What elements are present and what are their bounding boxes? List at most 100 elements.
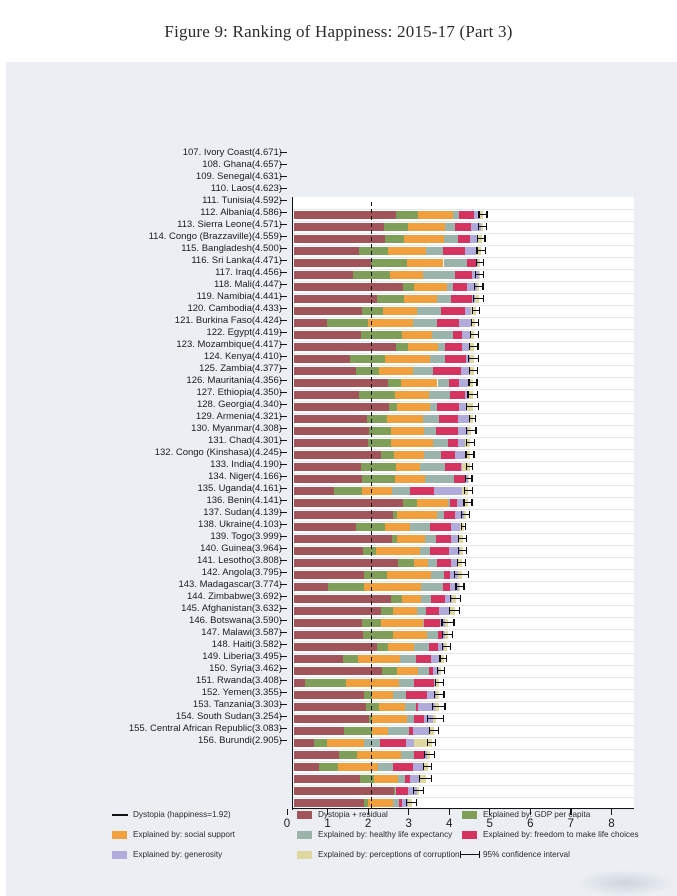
row-separator-line: [293, 700, 634, 702]
ci-error-bar-cap: [475, 415, 477, 422]
country-label: 110. Laos(4.623): [210, 183, 282, 194]
bar-segment-freedom: [395, 786, 409, 795]
y-axis-tick: [280, 716, 287, 718]
row-separator-line: [293, 664, 634, 666]
bar-segment-social: [400, 378, 438, 387]
y-axis-tick: [280, 704, 287, 706]
bar-segment-social: [397, 534, 425, 543]
row-separator-line: [293, 412, 634, 414]
country-label: 135. Uganda(4.161): [197, 483, 282, 494]
y-axis-tick: [280, 488, 287, 490]
row-separator-line: [293, 796, 634, 798]
error-bar-swatch: [460, 850, 481, 860]
ci-error-bar-cap: [465, 547, 467, 554]
watermark: [575, 870, 675, 896]
row-separator-line: [293, 352, 634, 354]
ci-error-bar: [426, 717, 443, 720]
bar-segment-social: [388, 246, 426, 255]
bar-segment-gdp: [344, 726, 373, 735]
ci-error-bar: [463, 489, 472, 492]
bar-segment-health: [400, 750, 415, 759]
ci-error-bar: [463, 501, 472, 504]
bar-segment-residual: [293, 486, 335, 495]
ci-error-bar: [441, 645, 451, 648]
ci-error-bar: [466, 405, 479, 408]
legend-label: Explained by: perceptions of corruption: [318, 850, 460, 859]
row-separator-line: [293, 304, 634, 306]
country-label: 136. Benin(4.141): [206, 495, 282, 506]
bar-segment-residual: [293, 774, 361, 783]
row-separator-line: [293, 580, 634, 582]
ci-error-bar: [433, 693, 444, 696]
bar-segment-health: [444, 222, 456, 231]
country-label: 109. Senegal(4.631): [195, 171, 282, 182]
bar-segment-freedom: [425, 606, 439, 615]
y-axis-tick: [280, 164, 287, 166]
x-axis-tick: [286, 809, 288, 815]
bar-segment-residual: [293, 378, 389, 387]
bar-segment-social: [394, 474, 426, 483]
ci-error-bar: [472, 309, 479, 312]
row-separator-line: [293, 628, 634, 630]
ci-error-bar: [474, 285, 483, 288]
ci-error-bar-cap: [445, 655, 448, 662]
bar-segment-gdp: [370, 258, 407, 267]
ci-error-bar-cap: [461, 511, 463, 518]
row-separator-line: [293, 520, 634, 522]
country-label: 151. Rwanda(3.408): [195, 675, 282, 686]
ci-error-bar-cap: [478, 211, 480, 218]
row-separator-line: [293, 436, 634, 438]
y-axis-tick: [280, 512, 287, 514]
ci-error-bar-cap: [473, 439, 475, 446]
ci-error-bar-cap: [422, 787, 425, 794]
bar-segment-health: [418, 666, 429, 675]
ci-error-bar-cap: [465, 463, 467, 470]
bar-segment-freedom: [452, 282, 468, 291]
bar-segment-gdp: [343, 654, 358, 663]
ci-error-bar-cap: [450, 643, 452, 650]
bar-segment-residual: [293, 354, 351, 363]
y-axis-tick: [280, 212, 287, 214]
row-separator-line: [293, 712, 634, 714]
bar-segment-freedom: [437, 630, 442, 639]
bar-segment-residual: [293, 414, 368, 423]
bar-segment-gdp: [304, 678, 347, 687]
bar-segment-freedom: [458, 234, 471, 243]
country-label: 154. South Sudan(3.254): [175, 711, 282, 722]
bar-segment-generosity: [417, 702, 435, 711]
y-axis-tick: [280, 560, 287, 562]
bar-segment-freedom: [416, 702, 418, 711]
x-axis-tick: [529, 809, 531, 815]
ci-error-bar-cap: [468, 415, 470, 422]
bar-segment-social: [372, 714, 408, 723]
row-separator-line: [293, 544, 634, 546]
country-label: 149. Liberia(3.495): [202, 651, 282, 662]
bar-segment-health: [446, 282, 453, 291]
bar-segment-residual: [293, 546, 364, 555]
row-separator-line: [293, 748, 634, 750]
ci-error-bar-cap: [464, 523, 467, 530]
bar-segment-gdp: [402, 498, 418, 507]
y-axis-tick: [280, 380, 287, 382]
ci-error-bar: [461, 513, 470, 516]
bar-segment-gdp: [391, 534, 398, 543]
row-separator-line: [293, 256, 634, 258]
bar-segment-generosity: [473, 210, 480, 219]
ci-error-bar-cap: [474, 283, 476, 290]
bar-segment-health: [412, 366, 433, 375]
row-separator-line: [293, 640, 634, 642]
error-bar-swatch-cap: [479, 851, 481, 858]
country-label: 117. Iraq(4.456): [215, 267, 282, 278]
row-separator-line: [293, 688, 634, 690]
bar-segment-gdp: [359, 246, 389, 255]
bar-segment-freedom: [399, 798, 403, 807]
bar-segment-freedom: [444, 342, 462, 351]
ci-error-bar: [465, 465, 473, 468]
ci-error-bar: [434, 681, 443, 684]
row-separator-line: [293, 280, 634, 282]
bar-segment-social: [364, 582, 421, 591]
legend-swatch: [462, 831, 477, 839]
row-separator-line: [293, 400, 634, 402]
bar-segment-social: [371, 690, 394, 699]
